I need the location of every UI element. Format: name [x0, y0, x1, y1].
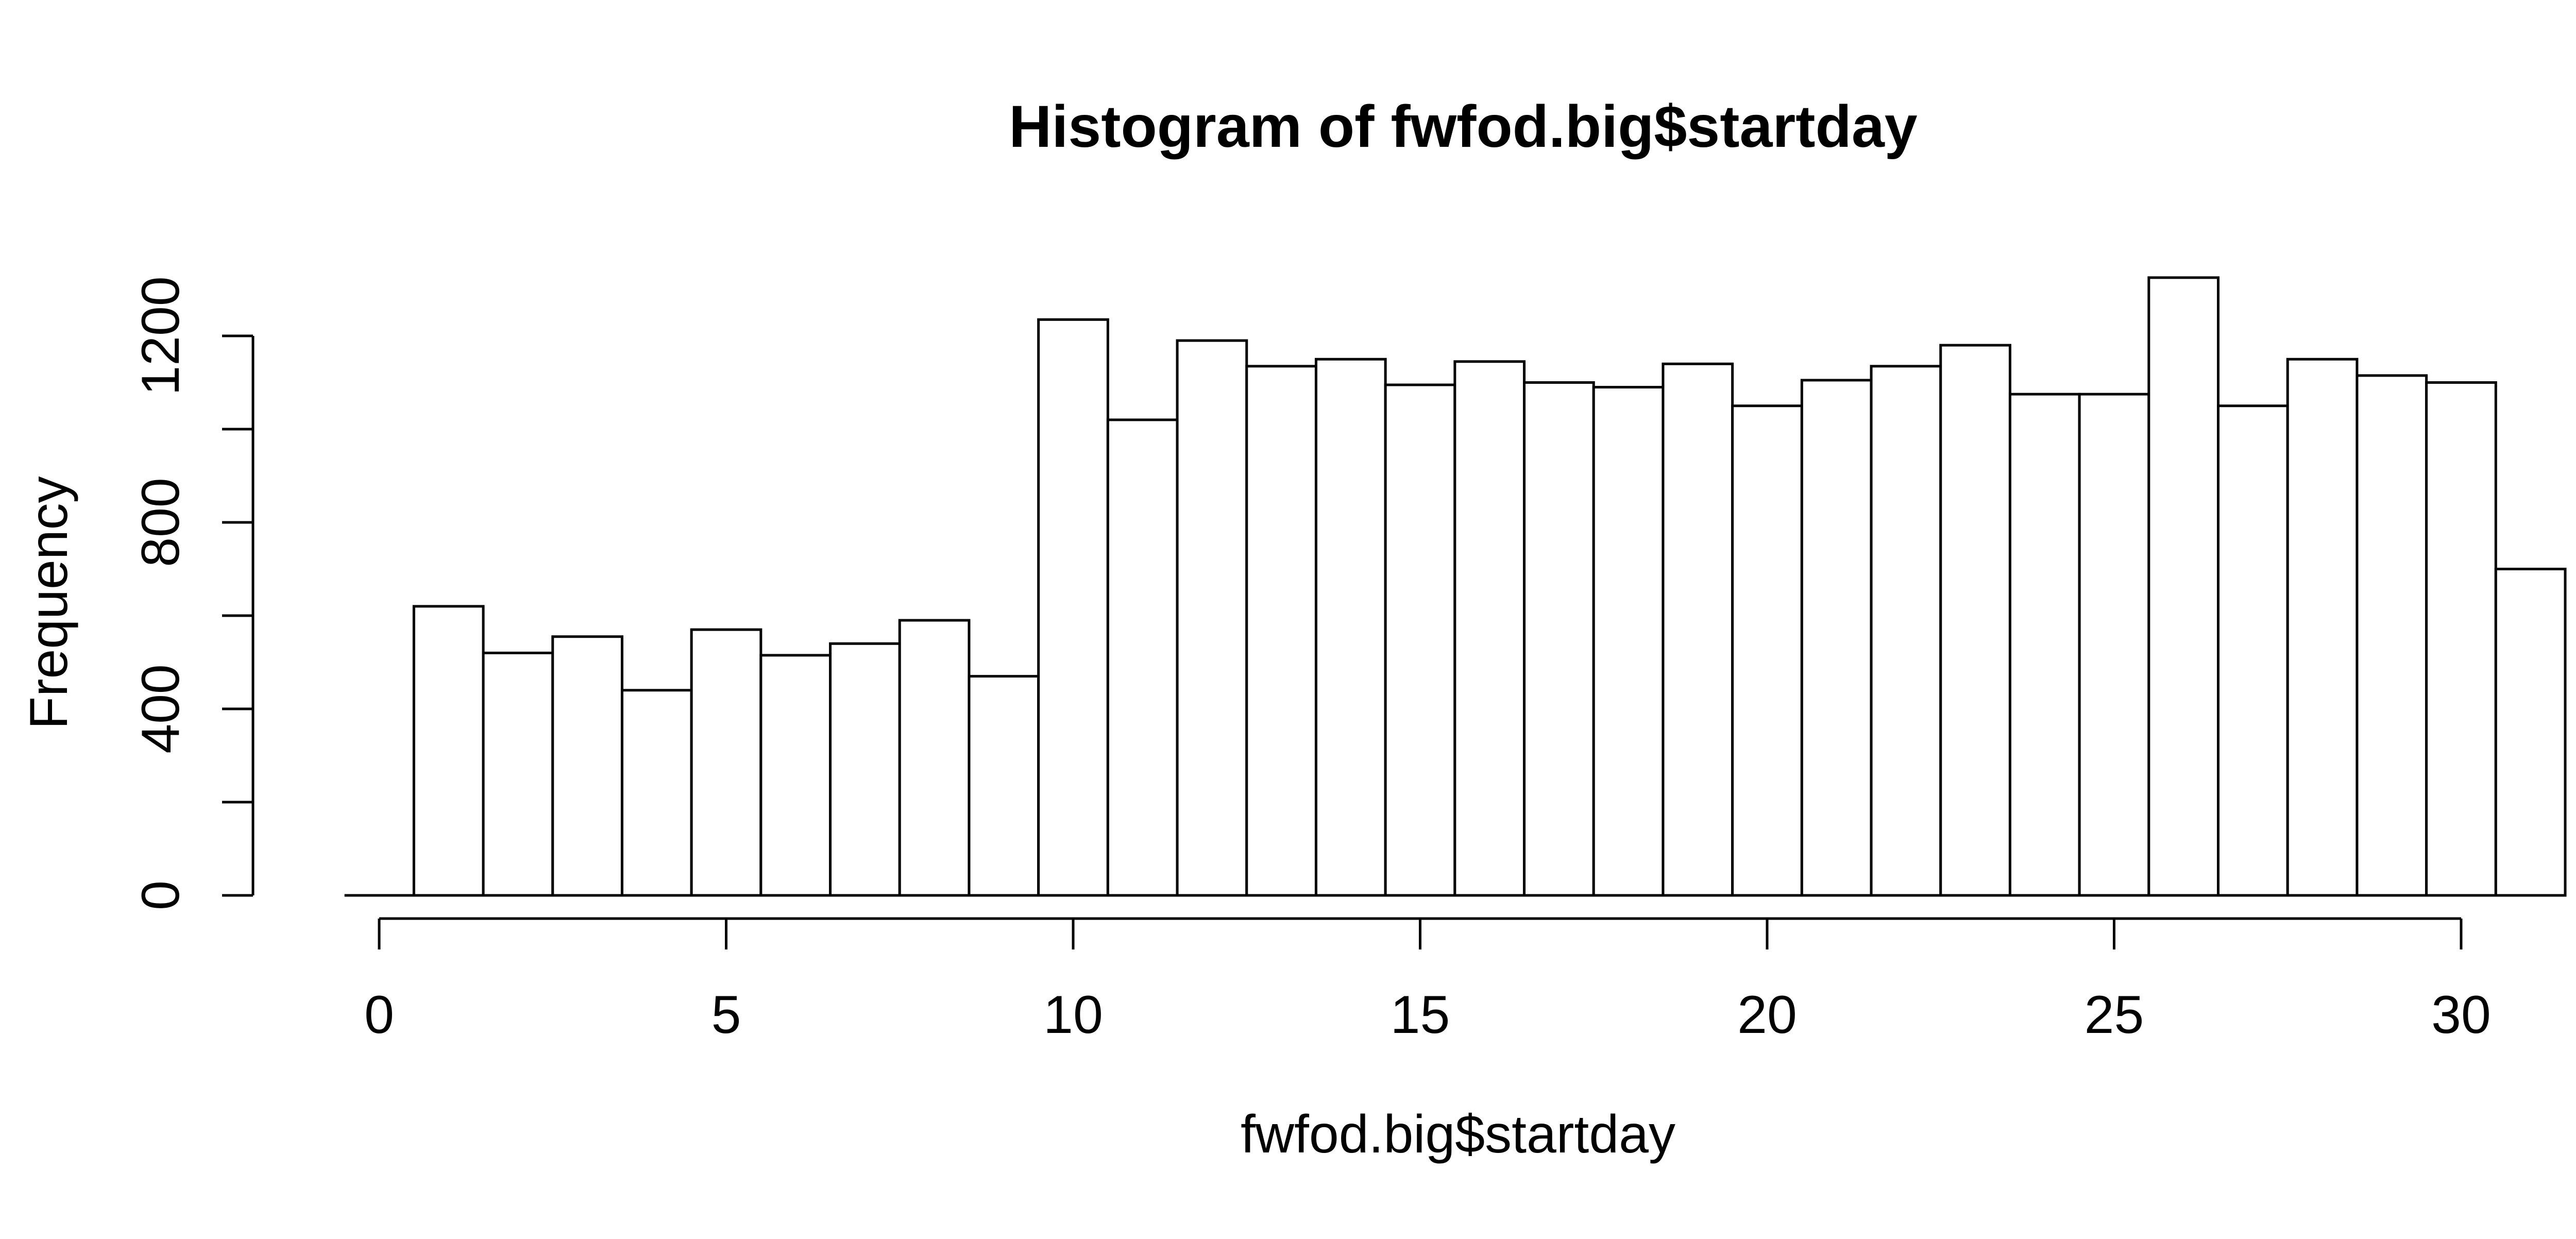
histogram-bar — [620, 689, 693, 897]
x-tick-label: 5 — [711, 985, 741, 1045]
histogram-bar — [2217, 404, 2289, 897]
chart-title: Histogram of fwfod.big$startday — [1009, 94, 1918, 160]
histogram-bars — [344, 276, 2567, 897]
histogram-bar — [829, 642, 901, 897]
histogram-bar — [2078, 393, 2150, 897]
histogram-bar — [1453, 360, 1526, 897]
x-axis — [378, 917, 2463, 949]
histogram-bar — [968, 675, 1040, 897]
x-tick-label: 10 — [1043, 985, 1103, 1045]
y-tick-label: 800 — [131, 478, 191, 567]
y-tick-label: 400 — [131, 664, 191, 754]
plot-text: 0 5 10 15 20 25 30 0 400 800 1200 Histogram of fwfo… — [19, 94, 2491, 1164]
histogram-bar — [482, 651, 554, 897]
histogram-bar — [412, 605, 485, 897]
histogram-bar — [690, 628, 762, 897]
histogram-bar — [898, 619, 971, 897]
histogram-bar — [2494, 568, 2567, 897]
histogram-bar — [1176, 339, 1248, 897]
histogram-bar — [1870, 365, 1942, 897]
y-tick-label: 1200 — [131, 276, 191, 395]
histogram-bar — [2008, 393, 2081, 897]
histogram-bar — [2286, 358, 2359, 897]
histogram-bar — [1384, 383, 1456, 897]
x-tick-label: 20 — [1737, 985, 1797, 1045]
histogram-bar — [1939, 344, 2011, 897]
histogram-bar — [1800, 379, 1873, 897]
x-tick-label: 25 — [2084, 985, 2144, 1045]
histogram-bar — [1106, 418, 1179, 897]
x-axis-label: fwfod.big$startday — [1241, 1105, 1675, 1164]
histogram-bar — [1245, 365, 1317, 897]
y-tick-label: 0 — [131, 880, 191, 910]
y-axis — [222, 334, 255, 897]
histogram-bar — [1592, 386, 1665, 897]
y-axis-label: Frequency — [19, 476, 79, 729]
histogram-bar — [2425, 381, 2497, 897]
x-tick-label: 0 — [364, 985, 394, 1045]
histogram-bar — [759, 654, 832, 897]
histogram-bar — [551, 635, 623, 897]
histogram-bar — [2355, 374, 2428, 897]
histogram-bar — [1037, 318, 1109, 897]
x-tick-label: 30 — [2431, 985, 2491, 1045]
histogram-bar — [2147, 276, 2220, 897]
histogram-bar — [1731, 404, 1803, 897]
histogram-bar — [1314, 358, 1387, 897]
histogram-bar — [1662, 362, 1734, 897]
x-tick-label: 15 — [1391, 985, 1450, 1045]
histogram-bar — [1523, 381, 1595, 897]
